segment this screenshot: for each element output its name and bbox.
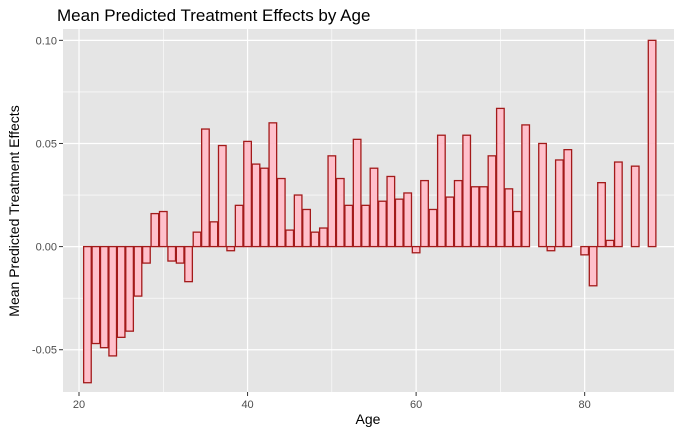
bar <box>394 198 404 248</box>
bar <box>352 138 362 248</box>
x-axis: 20 40 60 80 <box>73 392 591 411</box>
bar <box>99 245 109 349</box>
y-tick-label: 0.05 <box>36 138 57 150</box>
bar <box>588 245 598 287</box>
bar <box>259 167 269 248</box>
bar <box>141 245 151 264</box>
bar <box>91 245 101 345</box>
y-axis-title: Mean Predicted Treatment Effects <box>6 105 22 316</box>
bar <box>217 144 227 248</box>
bar <box>554 159 564 248</box>
x-axis-title: Age <box>356 411 381 427</box>
bar <box>268 122 278 248</box>
bar <box>327 155 337 248</box>
bar <box>521 124 531 248</box>
bar <box>487 155 497 248</box>
bars <box>82 39 657 384</box>
bar <box>630 165 640 248</box>
bar <box>512 210 522 248</box>
bar <box>82 245 92 384</box>
bar <box>470 186 480 248</box>
bar <box>462 134 472 248</box>
bar <box>563 149 573 248</box>
y-tick-label: 0.10 <box>36 35 57 47</box>
bar <box>310 231 320 248</box>
bar <box>116 245 126 338</box>
bar <box>125 245 135 332</box>
bar <box>251 163 261 248</box>
bar <box>344 204 354 248</box>
bar <box>538 142 547 248</box>
x-tick-label: 80 <box>579 399 591 411</box>
y-tick-label: 0.00 <box>36 242 57 254</box>
bar <box>318 227 328 248</box>
bar <box>479 186 488 248</box>
bar <box>243 140 253 248</box>
y-tick-label: -0.05 <box>32 345 57 357</box>
bar <box>546 245 556 252</box>
bar <box>597 182 606 248</box>
bar <box>276 177 286 248</box>
bar <box>226 245 236 252</box>
grid-lines <box>63 29 674 392</box>
bar <box>605 239 615 248</box>
x-tick-label: 40 <box>241 399 253 411</box>
bar <box>150 212 160 248</box>
bar <box>403 192 413 248</box>
bar <box>504 188 514 248</box>
bar <box>428 208 438 248</box>
bar <box>209 221 219 248</box>
bar <box>200 128 210 248</box>
bar <box>580 245 590 256</box>
bar <box>167 245 177 262</box>
bar <box>613 161 623 248</box>
bar <box>420 179 429 248</box>
bar <box>184 245 194 283</box>
bar <box>361 204 370 248</box>
bar <box>369 167 379 248</box>
y-axis: -0.05 0.00 0.05 0.10 <box>32 35 63 357</box>
bar <box>158 210 168 248</box>
chart-title: Mean Predicted Treatment Effects by Age <box>57 6 370 25</box>
bar <box>335 177 345 248</box>
bar <box>133 245 143 297</box>
bar <box>377 200 387 248</box>
bar <box>647 39 657 248</box>
x-tick-label: 60 <box>410 399 422 411</box>
bar <box>453 179 463 248</box>
bar <box>285 229 295 248</box>
bar <box>436 134 446 248</box>
bar <box>495 107 505 248</box>
bar <box>234 204 244 248</box>
bar <box>302 208 311 248</box>
bar <box>192 231 202 248</box>
bar <box>108 245 118 357</box>
bar <box>293 194 303 248</box>
x-tick-label: 20 <box>73 399 85 411</box>
bar <box>175 245 185 264</box>
bar <box>411 245 421 254</box>
bar <box>386 175 396 248</box>
bar <box>445 196 455 248</box>
